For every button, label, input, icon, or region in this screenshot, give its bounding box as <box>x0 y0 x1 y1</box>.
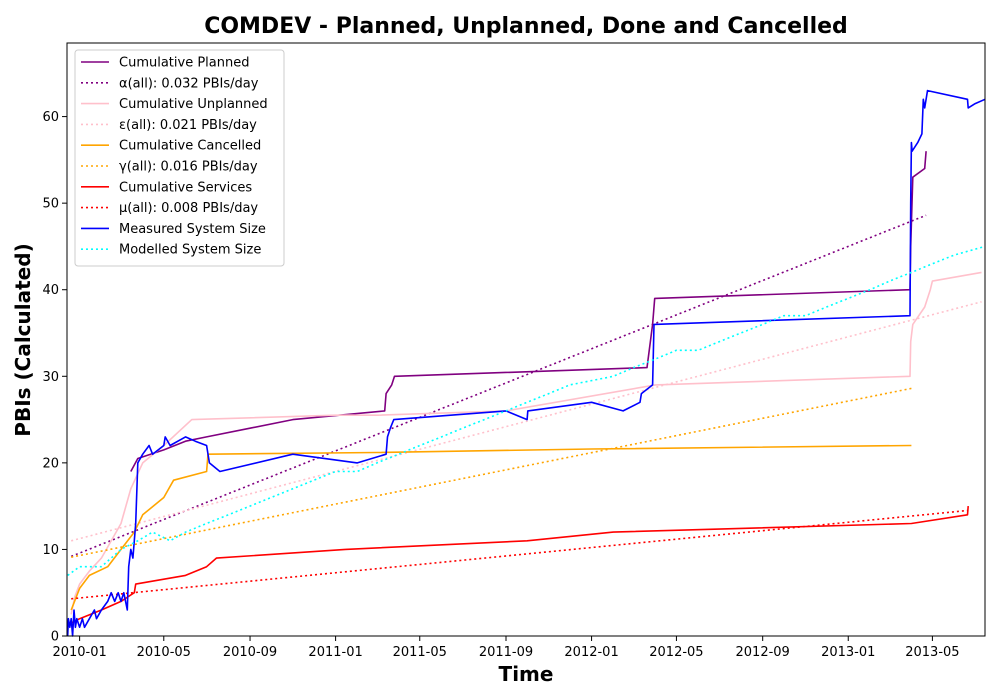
legend-label-5: γ(all): 0.016 PBIs/day <box>119 160 258 175</box>
legend-label-8: Measured System Size <box>119 222 266 237</box>
x-tick-label: 2011-01 <box>308 645 362 660</box>
series-line-8 <box>66 89 986 637</box>
series-line-3 <box>70 301 982 542</box>
x-tick-label: 2010-09 <box>223 645 277 660</box>
series-line-9 <box>67 245 986 577</box>
y-tick-label: 50 <box>42 197 59 212</box>
legend-label-6: Cumulative Services <box>119 180 252 195</box>
legend-label-1: α(all): 0.032 PBIs/day <box>119 76 259 91</box>
chart-title: COMDEV - Planned, Unplanned, Done and Ca… <box>204 14 848 39</box>
y-tick-label: 60 <box>42 110 59 125</box>
series-line-7 <box>71 509 968 600</box>
series-line-6 <box>70 506 969 624</box>
legend: Cumulative Planned α(all): 0.032 PBIs/day… <box>74 49 285 267</box>
plot-frame <box>66 42 986 637</box>
x-tick-label: 2010-05 <box>137 645 191 660</box>
y-tick-label: 0 <box>51 630 59 645</box>
y-tick-label: 20 <box>42 456 59 471</box>
series-layer <box>66 89 986 637</box>
legend-label-9: Modelled System Size <box>119 243 261 258</box>
x-tick-label: 2012-09 <box>736 645 790 660</box>
legend-label-4: Cumulative Cancelled <box>119 139 261 154</box>
x-tick-label: 2012-01 <box>564 645 618 660</box>
y-tick-label: 10 <box>42 543 59 558</box>
y-ticks: 0 10 20 30 40 50 60 <box>42 110 67 645</box>
x-tick-label: 2011-05 <box>393 645 447 660</box>
x-tick-label: 2013-05 <box>905 645 959 660</box>
series-line-1 <box>70 214 927 558</box>
legend-label-0: Cumulative Planned <box>119 56 249 71</box>
y-tick-label: 40 <box>42 283 59 298</box>
y-axis-label: PBIs (Calculated) <box>11 243 35 436</box>
x-tick-label: 2010-01 <box>52 645 106 660</box>
y-tick-label: 30 <box>42 370 59 385</box>
legend-box <box>74 49 285 267</box>
x-tick-label: 2013-01 <box>821 645 875 660</box>
series-line-2 <box>70 271 982 615</box>
legend-label-7: μ(all): 0.008 PBIs/day <box>119 201 258 216</box>
x-ticks: 2010-01 2010-05 2010-09 2011-01 2011-05 2011-… <box>52 636 960 660</box>
x-axis-label: Time <box>499 662 554 686</box>
x-tick-label: 2012-05 <box>649 645 703 660</box>
legend-label-3: ε(all): 0.021 PBIs/day <box>119 118 257 133</box>
series-line-4 <box>70 444 912 611</box>
legend-label-2: Cumulative Unplanned <box>119 97 268 112</box>
x-tick-label: 2011-09 <box>479 645 533 660</box>
